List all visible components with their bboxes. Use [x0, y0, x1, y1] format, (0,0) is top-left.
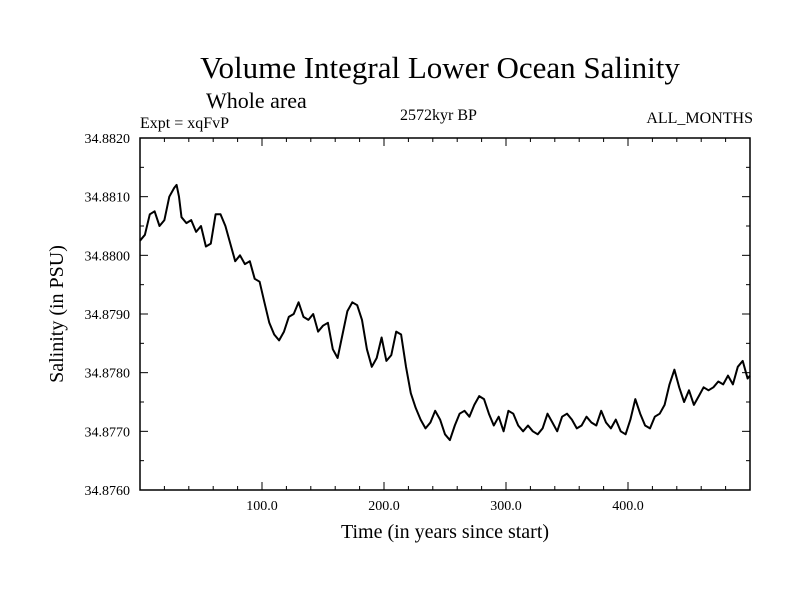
chart-title: Volume Integral Lower Ocean Salinity [200, 50, 680, 85]
chart-subtitle: Whole area [206, 88, 307, 113]
y-tick-label: 34.8770 [85, 425, 131, 440]
plot-frame [139, 137, 751, 491]
ticks-layer [140, 137, 750, 491]
y-tick-label: 34.8760 [85, 484, 131, 499]
salinity-series-line [139, 183, 751, 442]
x-tick-label: 100.0 [246, 499, 278, 514]
labels-layer: 34.8760 34.8770 34.8780 34.8790 34.8800 34.88… [85, 132, 644, 514]
y-tick-label: 34.8780 [85, 367, 131, 382]
months-label: ALL_MONTHS [646, 110, 753, 127]
y-tick-label: 34.8810 [85, 191, 131, 206]
period-label: 2572kyr BP [400, 107, 477, 124]
y-tick-label: 34.8800 [85, 249, 131, 264]
x-tick-label: 400.0 [612, 499, 644, 514]
y-tick-label: 34.8820 [85, 132, 131, 147]
experiment-label: Expt = xqFvP [140, 115, 230, 132]
y-axis-label: Salinity (in PSU) [46, 245, 68, 383]
x-axis-label: Time (in years since start) [341, 521, 549, 543]
x-tick-label: 200.0 [368, 499, 400, 514]
x-tick-label: 300.0 [490, 499, 522, 514]
y-tick-label: 34.8790 [85, 308, 131, 323]
